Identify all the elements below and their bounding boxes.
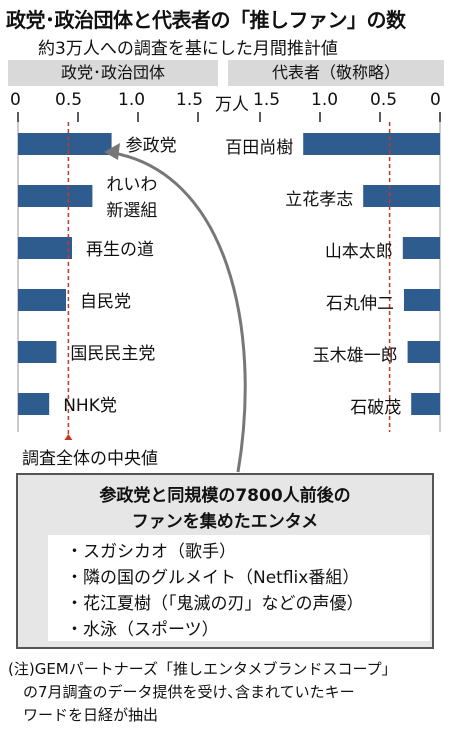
callout-arrowhead xyxy=(104,143,120,160)
callout-arrow xyxy=(107,150,247,473)
left-tick-3: 1.5 xyxy=(176,90,204,110)
chart-subtitle: 約3万人への調査を基にした月間推計値 xyxy=(38,39,338,59)
right-category-label: 玉木雄一郎 xyxy=(312,346,398,366)
left-category-label: 再生の道 xyxy=(86,237,154,263)
left-tick-2: 1.0 xyxy=(118,90,146,110)
left-category-label-line: れいわ xyxy=(106,175,158,195)
left-bar xyxy=(18,185,93,207)
right-category-label: 百田尚樹 xyxy=(225,138,294,158)
left-category-label: 参政党 xyxy=(126,133,177,159)
median-marker xyxy=(64,434,73,440)
callout-title-line-1: 参政党と同規模の7800人前後の xyxy=(99,486,351,506)
left-bar xyxy=(18,341,57,363)
right-bar xyxy=(363,185,440,207)
right-panel-header: 代表者（敬称略） xyxy=(228,60,444,86)
right-tick-1: 1.0 xyxy=(311,90,339,110)
left-category-label-line: 参政党 xyxy=(125,136,177,156)
left-bar xyxy=(18,133,112,155)
left-category-label: 自民党 xyxy=(80,289,131,315)
right-category-label: 石破茂 xyxy=(350,398,402,418)
left-category-label-line: 自民党 xyxy=(80,292,131,312)
left-bar xyxy=(18,237,72,259)
right-bar xyxy=(402,237,440,259)
right-category-label: 立花孝志 xyxy=(285,190,354,210)
left-tick-0: 0 xyxy=(10,90,21,110)
left-category-label-line: NHK党 xyxy=(63,396,117,416)
note-line-2: の7月調査のデータ提供を受け､含まれていたキー xyxy=(8,683,355,701)
left-bar xyxy=(18,289,66,311)
right-bar xyxy=(407,341,440,363)
note-line-3: ワードを日経が抽出 xyxy=(8,706,159,724)
callout-item: ・花江夏樹（「鬼滅の刃」などの声優） xyxy=(66,594,364,614)
chart-title: 政党･政治団体と代表者の「推しファン」の数 xyxy=(6,8,406,32)
callout-item: ・隣の国のグルメイト（Netflix番組） xyxy=(66,568,360,588)
left-category-label-line: 再生の道 xyxy=(86,240,154,260)
right-bar xyxy=(404,289,440,311)
median-label: 調査全体の中央値 xyxy=(22,449,158,469)
right-tick-2: 0.5 xyxy=(370,90,398,110)
left-category-label: NHK党 xyxy=(63,393,117,419)
left-tick-1: 0.5 xyxy=(55,90,83,110)
left-bar xyxy=(18,393,50,415)
left-panel-header: 政党･政治団体 xyxy=(8,60,218,86)
callout-item: ・水泳（スポーツ） xyxy=(66,620,219,640)
note-line-1: (注)GEMパートナーズ「推しエンタメブランドスコープ」 xyxy=(8,660,397,678)
right-bar xyxy=(303,133,440,155)
right-tick-3: 0 xyxy=(430,90,441,110)
right-tick-0: 1.5 xyxy=(253,90,281,110)
left-category-label-line: 国民民主党 xyxy=(70,344,156,364)
callout-title-line-2: ファンを集めたエンタメ xyxy=(131,512,319,532)
callout-item: ・スガシカオ（歌手） xyxy=(66,542,236,562)
left-category-label-line: 新選組 xyxy=(106,201,158,221)
left-category-label: 国民民主党 xyxy=(70,341,155,367)
callout-list: ・スガシカオ（歌手） ・隣の国のグルメイト（Netflix番組） ・花江夏樹（「… xyxy=(48,535,430,641)
unit-label: 万人 xyxy=(215,95,249,115)
callout-box: 参政党と同規模の7800人前後の ファンを集めたエンタメ ・スガシカオ（歌手） … xyxy=(16,473,434,649)
left-category-label: れいわ 新選組 xyxy=(106,172,157,224)
right-category-label: 石丸伸二 xyxy=(326,294,394,314)
right-category-label: 山本太郎 xyxy=(324,242,393,262)
right-bar xyxy=(411,393,440,415)
